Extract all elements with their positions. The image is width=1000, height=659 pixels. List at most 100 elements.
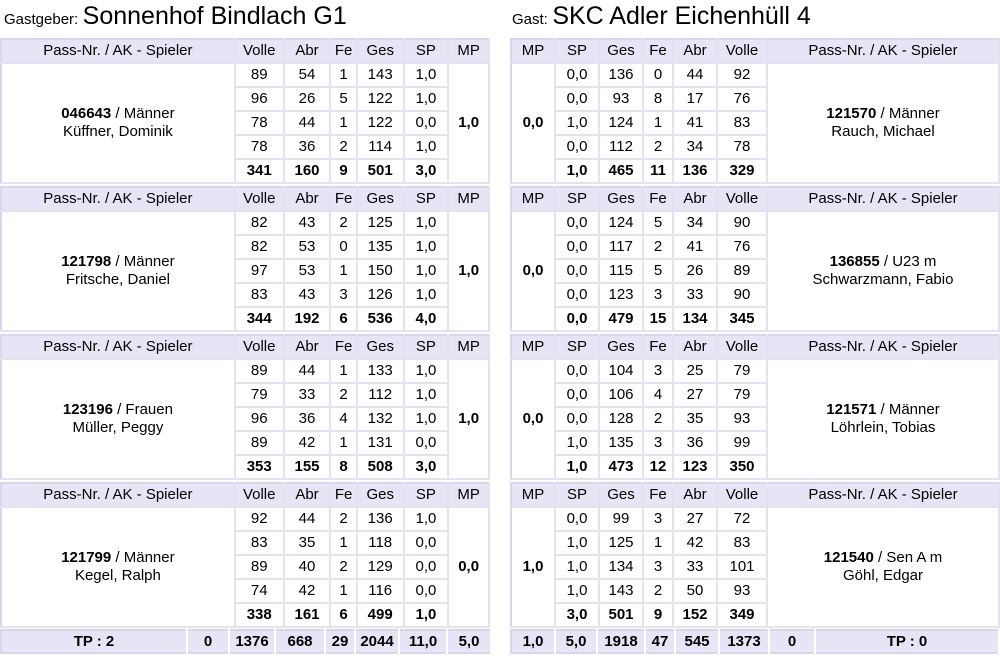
sum-cell: 4,0 xyxy=(403,307,450,332)
score-cell: 1 xyxy=(330,111,358,136)
home-age-class: / Frauen xyxy=(112,401,173,418)
sum-cell: 3,0 xyxy=(403,455,450,480)
lane-row: 0,0 93 8 17 76 xyxy=(511,87,999,112)
guest-player-cell: 121570 / Männer Rauch, Michael xyxy=(767,63,1000,184)
lane-row: 121798 / Männer Fritsche, Daniel 82 43 2 125 1… xyxy=(1,211,490,332)
column-header: SP xyxy=(555,39,600,64)
sum-row: 1,0 465 11 136 329 xyxy=(511,159,999,184)
score-cell: 5 xyxy=(643,211,674,236)
score-cell: 129 xyxy=(356,555,405,580)
score-cell: 0,0 xyxy=(555,407,600,432)
guest-pass-number: 121540 xyxy=(823,549,874,566)
sum-cell: 11 xyxy=(643,159,674,184)
home-age-class: / Männer xyxy=(111,253,175,270)
guest-player-name: Schwarzmann, Fabio xyxy=(812,271,954,288)
score-cell: 33 xyxy=(283,383,332,408)
score-cell: 0,0 xyxy=(555,235,600,260)
score-cell: 132 xyxy=(356,407,405,432)
column-header: Ges xyxy=(599,335,644,360)
score-cell: 40 xyxy=(283,555,332,580)
score-cell: 4 xyxy=(330,407,358,432)
home-total-cell: 29 xyxy=(325,630,356,653)
sum-cell: 501 xyxy=(599,603,644,628)
score-cell: 2 xyxy=(643,135,674,160)
score-cell: 128 xyxy=(599,407,644,432)
score-cell: 1,0 xyxy=(403,283,450,308)
sum-cell: 499 xyxy=(356,603,405,628)
guest-match-point: 0,0 xyxy=(511,359,556,480)
score-cell: 1 xyxy=(643,531,674,556)
sum-cell: 155 xyxy=(283,455,332,480)
guest-total-cell: 1373 xyxy=(719,630,770,653)
lane-row: 74 42 1 116 0,0 xyxy=(1,579,489,604)
sum-row: 338 161 6 499 1,0 xyxy=(1,603,489,628)
score-cell: 122 xyxy=(356,111,405,136)
sum-row: 344 192 6 536 4,0 xyxy=(1,307,489,332)
score-cell: 5 xyxy=(643,259,674,284)
lane-row: 83 43 3 126 1,0 xyxy=(1,283,489,308)
score-cell: 34 xyxy=(673,211,718,236)
score-cell: 116 xyxy=(356,579,405,604)
sum-cell: 341 xyxy=(234,159,285,184)
score-cell: 89 xyxy=(234,63,285,88)
score-cell: 112 xyxy=(599,135,644,160)
column-header-row: Pass-Nr. / AK - Spieler Volle Abr Fe Ges SP MP xyxy=(1,39,490,64)
score-cell: 1,0 xyxy=(403,235,450,260)
column-header: Abr xyxy=(283,187,332,212)
score-cell: 1,0 xyxy=(555,555,600,580)
column-header: Volle xyxy=(717,187,768,212)
column-header: SP xyxy=(403,483,450,508)
score-cell: 2 xyxy=(330,555,358,580)
score-cell: 42 xyxy=(673,531,718,556)
home-match-point: 0,0 xyxy=(448,507,490,628)
guest-total-cell: 1918 xyxy=(597,630,646,653)
score-cell: 53 xyxy=(283,259,332,284)
score-cell: 135 xyxy=(599,431,644,456)
score-cell: 93 xyxy=(717,579,768,604)
column-header: SP xyxy=(555,483,600,508)
score-cell: 1 xyxy=(330,359,358,384)
score-cell: 136 xyxy=(599,63,644,88)
score-cell: 72 xyxy=(717,507,768,532)
score-cell: 1,0 xyxy=(403,135,450,160)
lane-row: 1,0 125 1 42 83 xyxy=(511,531,999,556)
home-age-class: / Männer xyxy=(111,105,175,122)
guest-player-cell: 136855 / U23 m Schwarzmann, Fabio xyxy=(767,211,1000,332)
column-header: Volle xyxy=(234,187,285,212)
column-header-row: MP SP Ges Fe Abr Volle Pass-Nr. / AK - Spieler xyxy=(511,187,1000,212)
score-cell: 1,0 xyxy=(555,579,600,604)
score-cell: 99 xyxy=(599,507,644,532)
column-header: Pass-Nr. / AK - Spieler xyxy=(1,335,236,360)
guest-pairing-table: MP SP Ges Fe Abr Volle Pass-Nr. / AK - Spieler… xyxy=(510,482,1000,628)
score-cell: 82 xyxy=(234,211,285,236)
score-cell: 89 xyxy=(717,259,768,284)
score-cell: 2 xyxy=(330,211,358,236)
score-cell: 44 xyxy=(283,507,332,532)
column-header: Fe xyxy=(643,335,674,360)
score-cell: 1 xyxy=(330,259,358,284)
guest-pairing-table: MP SP Ges Fe Abr Volle Pass-Nr. / AK - Spieler… xyxy=(510,38,1000,184)
column-header: Volle xyxy=(717,39,768,64)
column-header: Fe xyxy=(330,335,358,360)
column-header: Abr xyxy=(673,335,718,360)
sum-cell: 152 xyxy=(673,603,718,628)
lane-row: 0,0 112 2 34 78 xyxy=(511,135,999,160)
sum-cell: 465 xyxy=(599,159,644,184)
score-cell: 42 xyxy=(283,579,332,604)
guest-total-cell: 5,0 xyxy=(555,630,598,653)
guest-age-class: / Sen A m xyxy=(873,549,943,566)
column-header: Fe xyxy=(330,39,358,64)
score-cell: 41 xyxy=(673,235,718,260)
column-header: MP xyxy=(448,483,490,508)
score-cell: 74 xyxy=(234,579,285,604)
score-cell: 143 xyxy=(356,63,405,88)
guest-age-class: / U23 m xyxy=(879,253,937,270)
column-header: MP xyxy=(448,39,490,64)
score-cell: 89 xyxy=(234,431,285,456)
score-cell: 118 xyxy=(356,531,405,556)
score-cell: 44 xyxy=(283,111,332,136)
score-cell: 36 xyxy=(673,431,718,456)
score-cell: 3 xyxy=(643,431,674,456)
sum-cell: 536 xyxy=(356,307,405,332)
guest-match-point: 0,0 xyxy=(511,63,556,184)
